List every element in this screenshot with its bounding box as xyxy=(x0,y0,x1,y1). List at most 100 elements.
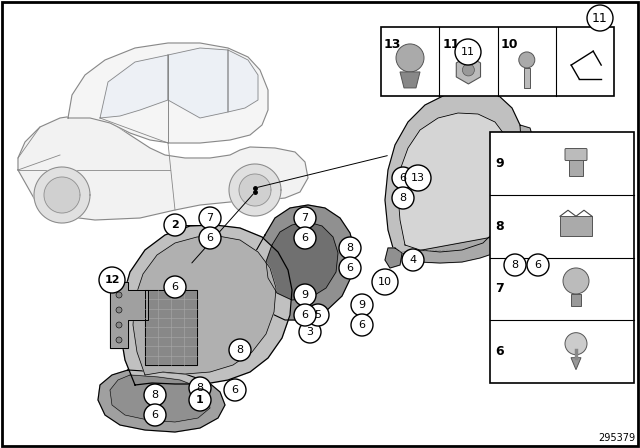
Text: 5: 5 xyxy=(314,310,321,320)
Circle shape xyxy=(229,339,251,361)
Text: 6: 6 xyxy=(399,173,406,183)
Text: 8: 8 xyxy=(196,383,204,393)
Polygon shape xyxy=(458,60,485,90)
Circle shape xyxy=(392,167,414,189)
Text: 11: 11 xyxy=(442,38,460,51)
FancyBboxPatch shape xyxy=(381,27,614,96)
Circle shape xyxy=(339,237,361,259)
Text: 8: 8 xyxy=(511,260,518,270)
Circle shape xyxy=(224,379,246,401)
Polygon shape xyxy=(398,113,513,252)
Text: 8: 8 xyxy=(346,243,353,253)
Polygon shape xyxy=(110,375,210,422)
Polygon shape xyxy=(168,48,228,118)
Text: 7: 7 xyxy=(495,282,504,296)
Polygon shape xyxy=(456,56,481,84)
Polygon shape xyxy=(110,282,148,348)
Circle shape xyxy=(402,249,424,271)
Circle shape xyxy=(199,227,221,249)
Text: 8: 8 xyxy=(236,345,244,355)
Text: 10: 10 xyxy=(378,277,392,287)
FancyBboxPatch shape xyxy=(565,149,587,160)
Polygon shape xyxy=(395,232,520,263)
Polygon shape xyxy=(229,164,281,216)
Polygon shape xyxy=(98,370,225,432)
Text: 6: 6 xyxy=(152,410,159,420)
Text: 9: 9 xyxy=(358,300,365,310)
FancyBboxPatch shape xyxy=(490,132,634,383)
Circle shape xyxy=(294,227,316,249)
Text: 6: 6 xyxy=(301,310,308,320)
FancyBboxPatch shape xyxy=(571,294,581,306)
Circle shape xyxy=(189,377,211,399)
FancyBboxPatch shape xyxy=(524,68,530,88)
Circle shape xyxy=(563,268,589,294)
Circle shape xyxy=(351,294,373,316)
Polygon shape xyxy=(120,225,292,385)
Circle shape xyxy=(116,322,122,328)
Polygon shape xyxy=(239,174,271,206)
Text: 9: 9 xyxy=(301,290,308,300)
Circle shape xyxy=(587,5,613,31)
Circle shape xyxy=(116,337,122,343)
Text: 11: 11 xyxy=(461,47,475,57)
Text: 10: 10 xyxy=(500,38,518,51)
Text: 7: 7 xyxy=(301,213,308,223)
Text: 8: 8 xyxy=(495,220,504,233)
Polygon shape xyxy=(266,222,338,300)
Circle shape xyxy=(504,254,526,276)
Polygon shape xyxy=(385,90,525,258)
Polygon shape xyxy=(571,358,581,370)
Polygon shape xyxy=(250,205,355,320)
Text: 6: 6 xyxy=(534,260,541,270)
Text: 9: 9 xyxy=(495,157,504,170)
Text: 6: 6 xyxy=(232,385,239,395)
Text: 6: 6 xyxy=(301,233,308,243)
Text: 8: 8 xyxy=(152,390,159,400)
Text: 4: 4 xyxy=(410,255,417,265)
Polygon shape xyxy=(133,236,276,375)
Polygon shape xyxy=(228,50,258,112)
Circle shape xyxy=(455,39,481,65)
Text: 7: 7 xyxy=(207,213,214,223)
Circle shape xyxy=(294,304,316,326)
Circle shape xyxy=(392,187,414,209)
Circle shape xyxy=(519,52,535,68)
Polygon shape xyxy=(44,177,80,213)
Circle shape xyxy=(189,389,211,411)
Circle shape xyxy=(144,404,166,426)
Circle shape xyxy=(339,257,361,279)
Polygon shape xyxy=(385,248,402,268)
Polygon shape xyxy=(400,72,420,88)
Circle shape xyxy=(307,304,329,326)
Text: 6: 6 xyxy=(358,320,365,330)
Circle shape xyxy=(527,254,549,276)
Text: 6: 6 xyxy=(207,233,214,243)
Polygon shape xyxy=(100,55,168,118)
Circle shape xyxy=(164,276,186,298)
Text: 13: 13 xyxy=(384,38,401,51)
Circle shape xyxy=(462,64,474,76)
Text: 12: 12 xyxy=(104,275,120,285)
Text: 3: 3 xyxy=(307,327,314,337)
Circle shape xyxy=(116,292,122,298)
Circle shape xyxy=(199,207,221,229)
Circle shape xyxy=(405,165,431,191)
Circle shape xyxy=(396,44,424,72)
Polygon shape xyxy=(510,125,535,235)
Text: 1: 1 xyxy=(196,395,204,405)
FancyBboxPatch shape xyxy=(560,216,592,236)
Circle shape xyxy=(351,314,373,336)
FancyBboxPatch shape xyxy=(569,159,583,176)
Text: 6: 6 xyxy=(172,282,179,292)
Circle shape xyxy=(99,267,125,293)
Text: 6: 6 xyxy=(495,345,504,358)
Circle shape xyxy=(116,307,122,313)
Text: 2: 2 xyxy=(171,220,179,230)
Polygon shape xyxy=(145,290,197,365)
Polygon shape xyxy=(68,43,268,143)
Polygon shape xyxy=(34,167,90,223)
Circle shape xyxy=(294,284,316,306)
Circle shape xyxy=(294,207,316,229)
Circle shape xyxy=(299,321,321,343)
